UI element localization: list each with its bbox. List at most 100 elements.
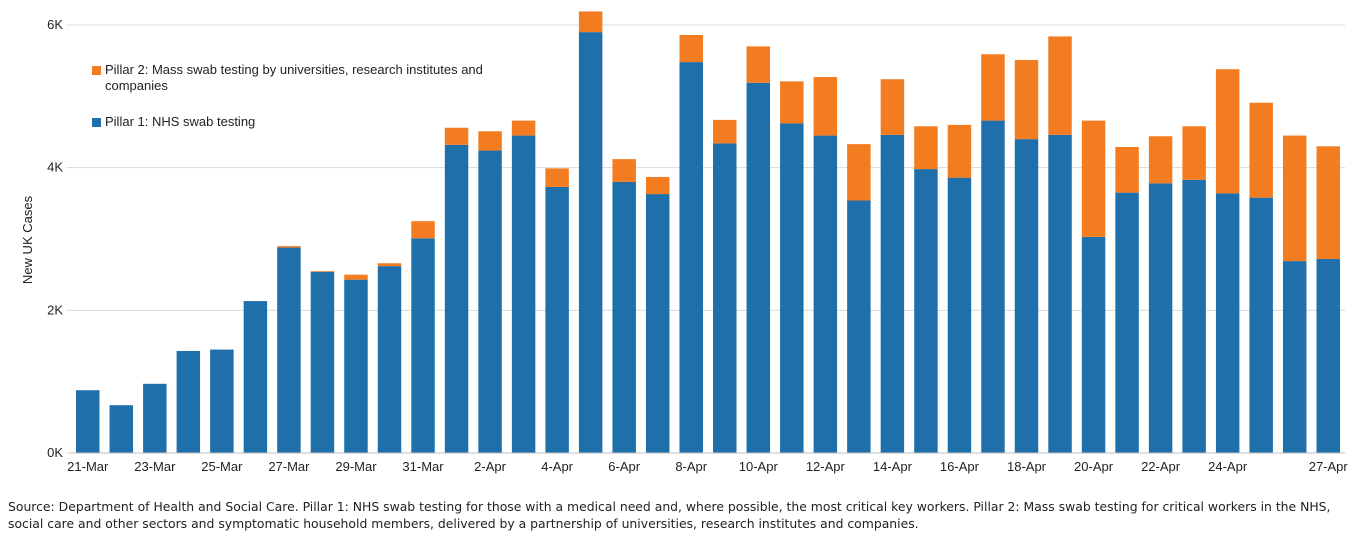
bar-pillar-2-11-Apr (780, 81, 804, 124)
bar-pillar-2-17-Apr (981, 54, 1005, 121)
bar-pillar-1-8-Apr (679, 62, 703, 454)
bar-pillar-1-1-Apr (444, 144, 469, 453)
bar-pillar-2-28-Mar (310, 271, 335, 272)
legend: Pillar 2: Mass swab testing by universit… (92, 62, 525, 150)
bar-pillar-1-9-Apr (713, 143, 737, 453)
bar-pillar-2-25-Apr (1249, 102, 1273, 198)
legend-label-pillar-2: Pillar 2: Mass swab testing by universit… (105, 62, 483, 93)
x-tick-label: 31-Mar (402, 459, 444, 474)
x-tick-label: 22-Apr (1141, 459, 1181, 474)
legend-swatch-pillar-1 (92, 118, 101, 127)
bar-pillar-1-3-Apr (511, 135, 536, 454)
bar-pillar-2-29-Mar (344, 274, 368, 280)
bar-pillar-2-10-Apr (746, 46, 771, 83)
bar-pillar-1-14-Apr (880, 134, 905, 453)
x-tick-label: 23-Mar (134, 459, 176, 474)
x-tick-label: 8-Apr (675, 459, 707, 474)
bar-pillar-2-6-Apr (612, 159, 636, 182)
bar-pillar-2-14-Apr (880, 79, 905, 135)
x-axis-ticks: 21-Mar 23-Mar 25-Mar 27-Mar 29-Mar 31-Mar 2-Ap… (67, 452, 1349, 474)
bar-pillar-1-29-Mar (344, 279, 368, 453)
bar-pillar-2-12-Apr (813, 77, 838, 136)
bars (76, 11, 1340, 454)
bar-pillar-1-13-Apr (847, 200, 871, 453)
bar-pillar-1-16-Apr (947, 177, 972, 454)
legend-label-pillar-1: Pillar 1: NHS swab testing (105, 114, 256, 129)
bar-pillar-2-22-Apr (1148, 136, 1173, 184)
bar-pillar-1-23-Apr (1182, 179, 1206, 453)
bar-pillar-1-25-Mar (210, 349, 234, 453)
chart: 0K 2K 4K 6K 21-Mar 23-Mar 25-Mar 27-Mar 29-Mar 3… (20, 11, 1349, 474)
legend-item-pillar-1: Pillar 1: NHS swab testing (92, 114, 525, 130)
bar-pillar-2-2-Apr (478, 131, 502, 151)
bar-pillar-1-27-Apr (1316, 258, 1340, 453)
y-tick-label: 4K (47, 160, 63, 175)
x-tick-label: 21-Mar (67, 459, 109, 474)
bar-pillar-1-25-Apr (1249, 197, 1273, 453)
x-tick-label: 6-Apr (608, 459, 640, 474)
y-tick-label: 2K (47, 302, 63, 317)
bar-pillar-1-19-Apr (1048, 134, 1072, 453)
bar-pillar-1-4-Apr (545, 186, 569, 453)
bar-pillar-2-1-Apr (444, 127, 469, 145)
x-tick-label: 24-Apr (1208, 459, 1248, 474)
bar-pillar-1-26-Mar (243, 301, 268, 453)
bar-pillar-1-15-Apr (914, 169, 938, 454)
bar-pillar-1-20-Apr (1081, 236, 1106, 453)
bar-pillar-1-11-Apr (780, 123, 804, 453)
y-axis-label: New UK Cases (20, 195, 35, 284)
x-tick-label: 27-Apr (1309, 459, 1349, 474)
source-note: Source: Department of Health and Social … (8, 499, 1331, 531)
bar-pillar-2-27-Apr (1316, 146, 1340, 259)
bar-pillar-1-18-Apr (1014, 139, 1039, 453)
bar-pillar-1-30-Mar (377, 266, 402, 453)
bar-pillar-2-7-Apr (645, 176, 670, 195)
bar-pillar-1-28-Mar (310, 271, 335, 453)
bar-pillar-2-30-Mar (377, 263, 402, 267)
bar-pillar-1-24-Mar (176, 350, 201, 453)
x-tick-label: 14-Apr (873, 459, 913, 474)
x-tick-label: 27-Mar (268, 459, 310, 474)
bar-pillar-1-7-Apr (645, 194, 670, 453)
x-tick-label: 10-Apr (739, 459, 779, 474)
bar-pillar-2-4-Apr (545, 168, 569, 187)
bar-pillar-2-15-Apr (914, 126, 938, 170)
bar-pillar-1-21-Apr (1115, 192, 1139, 453)
bar-pillar-2-19-Apr (1048, 36, 1072, 135)
bar-pillar-1-23-Mar (143, 383, 167, 453)
bar-pillar-2-8-Apr (679, 34, 703, 63)
bar-pillar-1-21-Mar (76, 390, 100, 453)
bar-pillar-2-23-Apr (1182, 126, 1206, 180)
bar-pillar-1-6-Apr (612, 181, 636, 453)
bar-pillar-1-10-Apr (746, 82, 771, 453)
bar-pillar-2-21-Apr (1115, 146, 1139, 193)
y-axis-ticks: 0K 2K 4K 6K (47, 17, 63, 460)
y-tick-label: 6K (47, 17, 63, 32)
y-tick-label: 0K (47, 445, 63, 460)
bar-pillar-2-24-Apr (1215, 69, 1240, 194)
x-tick-label: 12-Apr (806, 459, 846, 474)
bar-pillar-1-17-Apr (981, 120, 1005, 453)
bar-pillar-2-20-Apr (1081, 120, 1106, 237)
bar-pillar-2-3-Apr (511, 120, 536, 136)
bar-pillar-1-31-Mar (411, 238, 435, 453)
bar-pillar-2-13-Apr (847, 144, 871, 201)
bar-pillar-2-18-Apr (1014, 59, 1039, 140)
bar-pillar-1-22-Apr (1148, 183, 1173, 454)
bar-pillar-1-26-Apr (1282, 261, 1307, 453)
bar-pillar-2-5-Apr (578, 11, 603, 33)
x-tick-label: 16-Apr (940, 459, 980, 474)
bar-pillar-2-16-Apr (947, 124, 972, 178)
x-tick-label: 20-Apr (1074, 459, 1114, 474)
bar-pillar-1-2-Apr (478, 150, 502, 453)
bar-pillar-1-5-Apr (578, 32, 603, 454)
x-tick-label: 2-Apr (474, 459, 506, 474)
bar-pillar-2-9-Apr (713, 119, 737, 144)
bar-pillar-2-31-Mar (411, 221, 435, 239)
bar-pillar-1-27-Mar (277, 247, 301, 453)
x-tick-label: 4-Apr (541, 459, 573, 474)
bar-pillar-1-12-Apr (813, 135, 838, 454)
legend-item-pillar-2: Pillar 2: Mass swab testing by universit… (92, 62, 525, 94)
bar-pillar-2-26-Apr (1282, 135, 1307, 262)
x-tick-label: 25-Mar (201, 459, 243, 474)
